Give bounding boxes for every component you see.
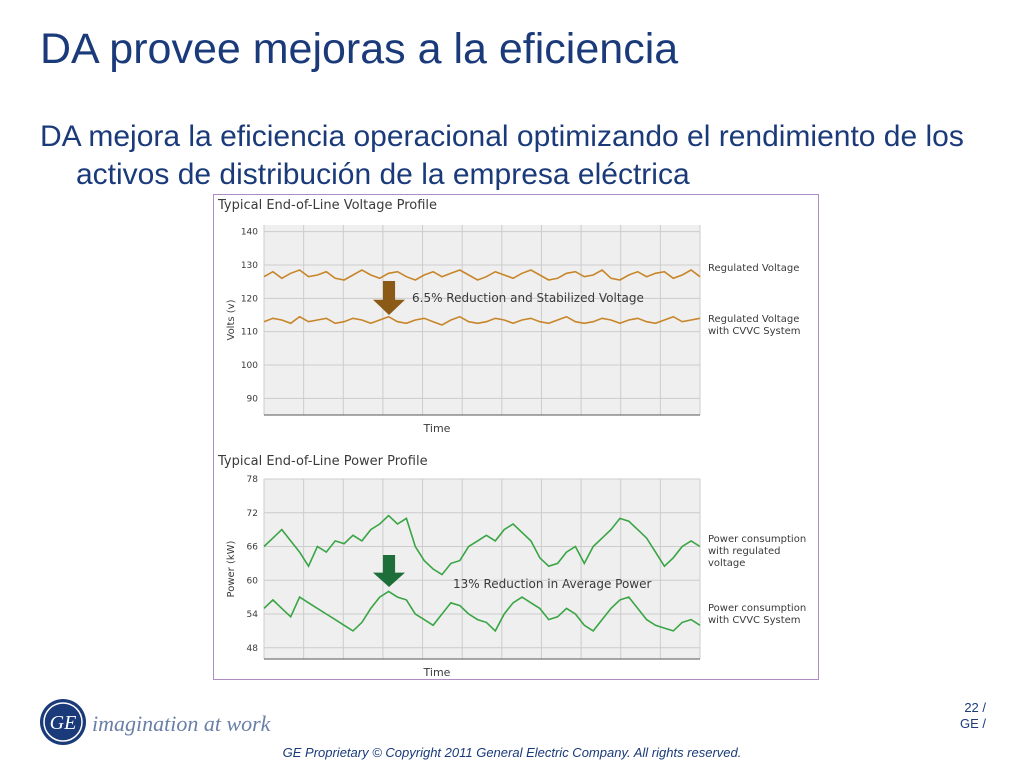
chart2-series-line-2 xyxy=(263,590,701,633)
chart2-down-arrow-icon xyxy=(373,555,405,587)
chart1-ytick-label: 90 xyxy=(247,394,259,404)
chart2-legend-label: with regulated xyxy=(708,546,780,557)
chart2-legend-label: with CVVC System xyxy=(708,615,801,626)
chart1-ytick-label: 120 xyxy=(241,294,258,304)
chart1-xlabel: Time xyxy=(423,422,451,435)
chart2-legend-label: voltage xyxy=(708,558,745,569)
chart1-legend-label: Regulated Voltage xyxy=(708,314,799,325)
chart1-series-line-1 xyxy=(263,269,701,281)
chart2-ylabel: Power (kW) xyxy=(226,540,237,597)
chart1-ytick-label: 140 xyxy=(241,228,258,238)
chart2-annotation: 13% Reduction in Average Power xyxy=(453,577,651,591)
charts-svg: Typical End-of-Line Voltage Profile 90 100… xyxy=(217,198,806,679)
chart1-title: Typical End-of-Line Voltage Profile xyxy=(217,198,437,213)
chart1-ylabel: Volts (v) xyxy=(226,299,237,340)
chart1-legend-label: Regulated Voltage xyxy=(708,263,799,274)
ge-logo: GE xyxy=(40,699,86,745)
chart2-ytick-label: 60 xyxy=(247,576,259,586)
chart2-ytick-label: 66 xyxy=(247,543,259,553)
chart2-ytick-label: 78 xyxy=(247,475,259,485)
chart2-legend-label: Power consumption xyxy=(708,534,806,545)
chart2-series-line-1 xyxy=(263,514,701,576)
slide-title: DA provee mejoras a la eficiencia xyxy=(40,25,679,73)
chart2-ytick-label: 48 xyxy=(247,644,259,654)
chart1-ytick-label: 110 xyxy=(241,328,258,338)
chart1-annotation: 6.5% Reduction and Stabilized Voltage xyxy=(412,291,644,305)
chart-figure: Typical End-of-Line Voltage Profile 90 100… xyxy=(213,194,819,680)
copyright: GE Proprietary © Copyright 2011 General … xyxy=(282,745,742,760)
page-number: 22 / GE / xyxy=(960,700,986,732)
chart1-legend-label: with CVVC System xyxy=(708,326,801,337)
ge-logo-text: GE xyxy=(50,712,77,734)
chart1-down-arrow-icon xyxy=(373,281,405,315)
chart2-xlabel: Time xyxy=(423,666,451,679)
page-number-line2: GE / xyxy=(959,716,986,731)
chart2-ytick-label: 72 xyxy=(247,509,258,519)
chart1-ytick-label: 130 xyxy=(241,261,258,271)
chart2-ytick-label: 54 xyxy=(247,610,259,620)
chart1-series-line-2 xyxy=(263,315,701,326)
chart2-plot-area xyxy=(264,479,700,659)
chart2-title: Typical End-of-Line Power Profile xyxy=(217,454,428,469)
bullet-text: DA mejora la eficiencia operacional opti… xyxy=(40,120,964,191)
chart2-legend-label: Power consumption xyxy=(708,603,806,614)
chart1-ytick-label: 100 xyxy=(241,361,258,371)
page-number-line1: 22 / xyxy=(964,700,986,715)
tagline: imagination at work xyxy=(92,711,271,736)
